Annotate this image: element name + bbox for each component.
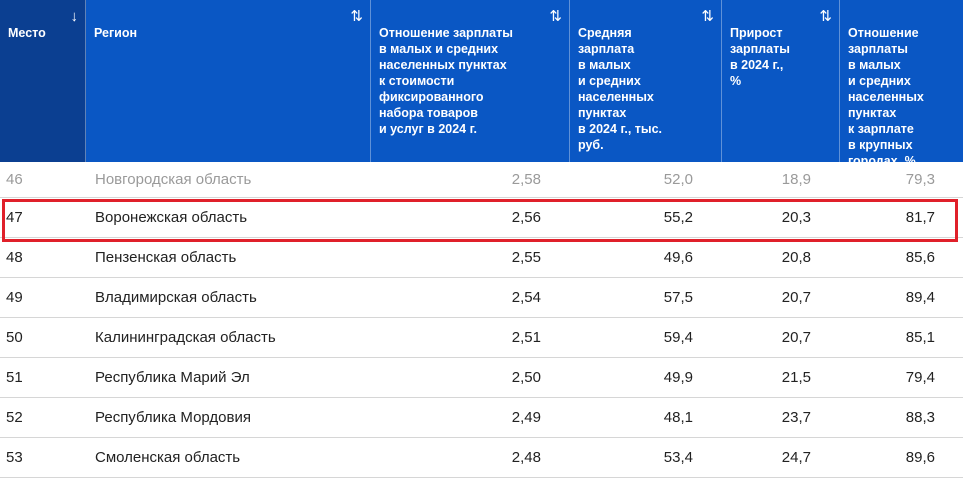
sort-toggle-icon[interactable]: ⇅ — [549, 8, 562, 25]
column-label: Средняя зарплата в малых и средних насел… — [578, 26, 663, 152]
region-cell: Калининградская область — [95, 329, 276, 346]
salary-cell: 52,0 — [663, 171, 693, 188]
sort-toggle-icon[interactable]: ⇅ — [819, 8, 832, 25]
salary-cell: 55,2 — [663, 209, 693, 226]
ratio-cell: 2,56 — [511, 209, 541, 226]
growth-cell: 20,8 — [781, 249, 811, 266]
growth-cell: 18,9 — [781, 171, 811, 188]
table-row: 46 Новгородская область 2,58 52,0 18,9 7… — [0, 162, 963, 198]
column-header-region[interactable]: Регион ⇅ — [86, 0, 371, 162]
table-row: 52 Республика Мордовия 2,49 48,1 23,7 88… — [0, 398, 963, 438]
share-cell: 89,6 — [905, 449, 935, 466]
rank-cell: 48 — [6, 249, 23, 266]
ratio-cell: 2,54 — [511, 289, 541, 306]
salary-cell: 49,6 — [663, 249, 693, 266]
share-cell: 81,7 — [905, 209, 935, 226]
growth-cell: 21,5 — [781, 369, 811, 386]
column-header-salary[interactable]: Средняя зарплата в малых и средних насел… — [570, 0, 722, 162]
share-cell: 79,4 — [905, 369, 935, 386]
table-header: Место ↓ Регион ⇅ Отношение зарплаты в ма… — [0, 0, 963, 168]
ratio-cell: 2,49 — [511, 409, 541, 426]
ratio-cell: 2,51 — [511, 329, 541, 346]
column-header-growth[interactable]: Прирост зарплаты в 2024 г., % ⇅ — [722, 0, 840, 162]
rank-cell: 52 — [6, 409, 23, 426]
region-cell: Смоленская область — [95, 449, 241, 466]
table-row: 53 Смоленская область 2,48 53,4 24,7 89,… — [0, 438, 963, 478]
ratio-cell: 2,58 — [511, 171, 541, 188]
share-cell: 85,1 — [905, 329, 935, 346]
share-cell: 89,4 — [905, 289, 935, 306]
salary-cell: 57,5 — [663, 289, 693, 306]
share-cell: 79,3 — [905, 171, 935, 188]
salary-cell: 49,9 — [663, 369, 693, 386]
rank-cell: 47 — [6, 209, 23, 226]
table-row: 51 Республика Марий Эл 2,50 49,9 21,5 79… — [0, 358, 963, 398]
table-row: 50 Калининградская область 2,51 59,4 20,… — [0, 318, 963, 358]
growth-cell: 20,7 — [781, 329, 811, 346]
growth-cell: 23,7 — [781, 409, 811, 426]
column-header-ratio[interactable]: Отношение зарплаты в малых и средних нас… — [371, 0, 570, 162]
table-row: 48 Пензенская область 2,55 49,6 20,8 85,… — [0, 238, 963, 278]
region-cell: Республика Марий Эл — [95, 369, 250, 386]
rank-cell: 46 — [6, 171, 23, 188]
growth-cell: 20,7 — [781, 289, 811, 306]
ratio-cell: 2,48 — [511, 449, 541, 466]
column-label: Прирост зарплаты в 2024 г., % — [730, 26, 790, 88]
rank-cell: 50 — [6, 329, 23, 346]
column-label: Отношение зарплаты в малых и средних нас… — [848, 26, 924, 168]
table-row: 47 Воронежская область 2,56 55,2 20,3 81… — [0, 198, 963, 238]
salary-cell: 48,1 — [663, 409, 693, 426]
rank-cell: 51 — [6, 369, 23, 386]
region-cell: Владимирская область — [95, 289, 257, 306]
column-header-rank[interactable]: Место ↓ — [0, 0, 86, 162]
region-cell: Воронежская область — [95, 209, 248, 226]
column-header-share[interactable]: Отношение зарплаты в малых и средних нас… — [840, 0, 963, 168]
rank-cell: 53 — [6, 449, 23, 466]
table-body: 46 Новгородская область 2,58 52,0 18,9 7… — [0, 162, 963, 478]
column-label: Место — [8, 26, 46, 40]
column-label: Регион — [94, 26, 138, 40]
region-cell: Пензенская область — [95, 249, 237, 266]
growth-cell: 20,3 — [781, 209, 811, 226]
region-cell: Новгородская область — [95, 171, 252, 188]
table-row: 49 Владимирская область 2,54 57,5 20,7 8… — [0, 278, 963, 318]
sort-toggle-icon[interactable]: ⇅ — [350, 8, 363, 25]
salary-cell: 59,4 — [663, 329, 693, 346]
ratio-cell: 2,50 — [511, 369, 541, 386]
salary-cell: 53,4 — [663, 449, 693, 466]
ratio-cell: 2,55 — [511, 249, 541, 266]
sort-toggle-icon[interactable]: ⇅ — [701, 8, 714, 25]
column-label: Отношение зарплаты в малых и средних нас… — [379, 26, 513, 136]
share-cell: 88,3 — [905, 409, 935, 426]
rank-cell: 49 — [6, 289, 23, 306]
growth-cell: 24,7 — [781, 449, 811, 466]
region-cell: Республика Мордовия — [95, 409, 251, 426]
sort-down-icon[interactable]: ↓ — [70, 8, 78, 25]
share-cell: 85,6 — [905, 249, 935, 266]
